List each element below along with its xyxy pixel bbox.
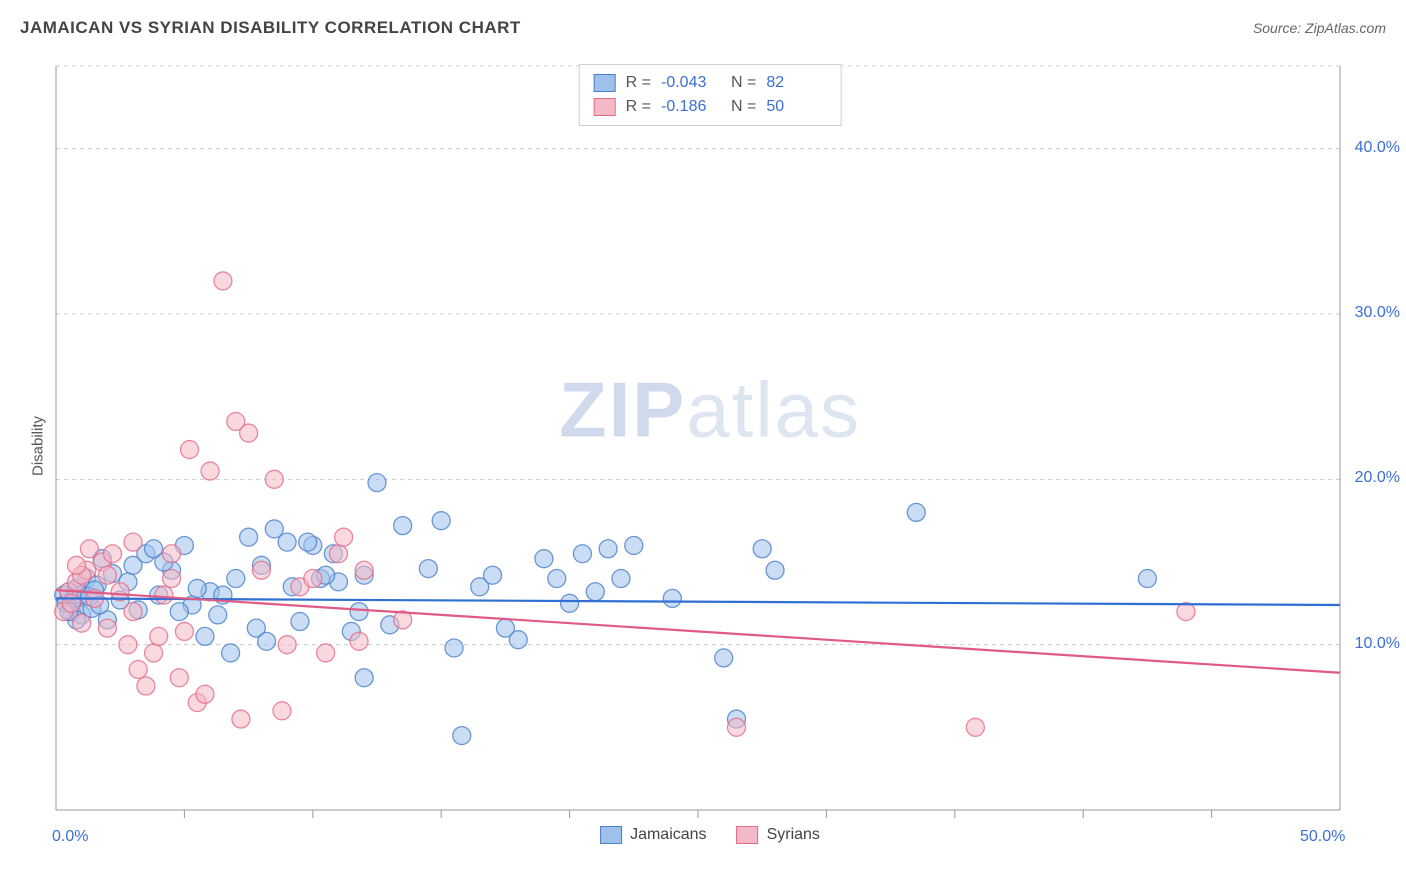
swatch-jamaicans <box>594 74 616 92</box>
legend-row-syrians: R = -0.186 N = 50 <box>594 95 827 119</box>
legend-row-jamaicans: R = -0.043 N = 82 <box>594 71 827 95</box>
scatter-svg <box>50 60 1370 820</box>
swatch-jamaicans-b <box>600 826 622 844</box>
y-tick-label: 30.0% <box>1355 304 1400 322</box>
r-value-syrians: -0.186 <box>661 95 721 119</box>
y-axis-label: Disability <box>30 416 47 476</box>
legend-stats: R = -0.043 N = 82 R = -0.186 N = 50 <box>579 64 842 126</box>
x-tick-label: 50.0% <box>1300 828 1345 846</box>
n-value-syrians: 50 <box>766 95 826 119</box>
series-label-syrians: Syrians <box>767 826 820 844</box>
y-tick-label: 20.0% <box>1355 469 1400 487</box>
swatch-syrians-b <box>737 826 759 844</box>
swatch-syrians <box>594 98 616 116</box>
legend-item-syrians: Syrians <box>737 826 820 844</box>
source-label: Source: ZipAtlas.com <box>1253 20 1386 36</box>
legend-series: Jamaicans Syrians <box>600 826 820 844</box>
y-tick-label: 10.0% <box>1355 635 1400 653</box>
y-tick-label: 40.0% <box>1355 139 1400 157</box>
chart-title: JAMAICAN VS SYRIAN DISABILITY CORRELATIO… <box>20 18 521 38</box>
chart-area: ZIPatlas R = -0.043 N = 82 R = -0.186 N … <box>50 60 1370 820</box>
r-value-jamaicans: -0.043 <box>661 71 721 95</box>
series-label-jamaicans: Jamaicans <box>630 826 706 844</box>
x-tick-label: 0.0% <box>52 828 88 846</box>
legend-item-jamaicans: Jamaicans <box>600 826 706 844</box>
n-value-jamaicans: 82 <box>766 71 826 95</box>
